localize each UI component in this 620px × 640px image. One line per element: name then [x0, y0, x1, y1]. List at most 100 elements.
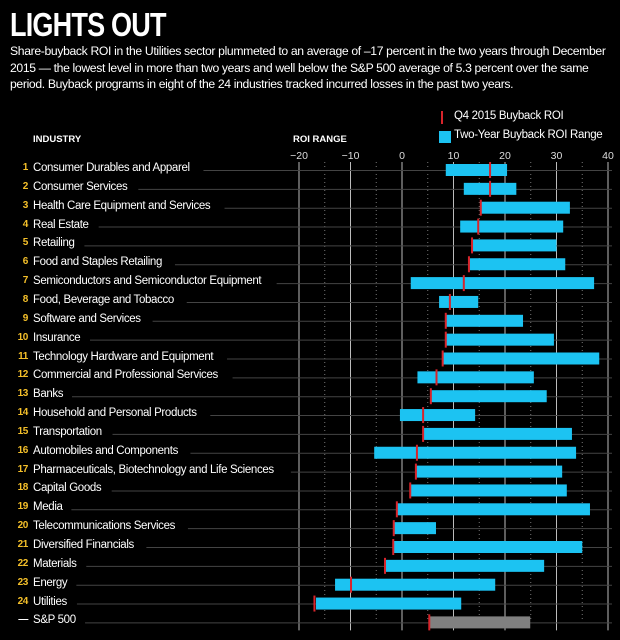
industry-name: Consumer Services: [33, 180, 128, 193]
range-bar: [315, 597, 462, 610]
roi-range-column-header: ROI RANGE: [293, 134, 347, 145]
rank-number: 22: [17, 557, 29, 569]
legend-roi-marker-icon: [441, 111, 443, 124]
industry-name: S&P 500: [33, 614, 76, 627]
industry-name: Health Care Equipment and Services: [33, 199, 211, 212]
range-bar: [396, 503, 590, 516]
range-bar: [374, 446, 577, 459]
rank-number: 6: [22, 256, 29, 268]
range-bar: [429, 616, 531, 629]
x-tick-label: 30: [550, 150, 563, 162]
industry-name: Retailing: [33, 237, 75, 250]
roi-marker: [444, 312, 447, 329]
rank-number: 21: [17, 539, 29, 550]
industry-name: Pharmaceuticals, Biotechnology and Life …: [33, 463, 274, 476]
rank-number: 11: [18, 350, 28, 362]
range-bar: [460, 220, 564, 233]
industry-name: Semiconductors and Semiconductor Equipme…: [33, 275, 262, 288]
roi-marker: [415, 444, 418, 461]
rank-number: 10: [17, 331, 29, 343]
rank-number: 12: [17, 369, 29, 381]
range-bar: [439, 295, 479, 308]
rank-number: 4: [22, 218, 29, 230]
roi-marker: [429, 388, 432, 405]
roi-marker: [395, 501, 398, 518]
range-bar: [393, 522, 436, 535]
chart-subtitle: Share-buyback ROI in the Utilities secto…: [10, 44, 606, 91]
roi-marker: [350, 576, 353, 593]
rank-number: 9: [22, 312, 29, 324]
roi-marker: [489, 180, 492, 197]
rank-number: 17: [17, 463, 29, 475]
range-bar: [445, 314, 524, 327]
range-bar: [430, 390, 547, 403]
roi-marker: [392, 520, 395, 537]
roi-marker: [479, 199, 482, 216]
roi-marker: [409, 482, 412, 499]
rank-number: 3: [22, 199, 29, 211]
industry-name: Banks: [33, 388, 64, 401]
rank-number: 1: [22, 162, 29, 173]
roi-marker: [435, 369, 438, 386]
rank-number: 13: [17, 388, 29, 400]
range-bar: [410, 277, 595, 290]
legend-range-swatch-icon: [439, 131, 451, 143]
industry-name: Diversified Financials: [33, 539, 134, 551]
legend-range-label: Two-Year Buyback ROI Range: [454, 129, 603, 141]
industry-name: Real Estate: [33, 218, 89, 231]
rank-number: 15: [17, 425, 29, 437]
chart-title: LIGHTS OUT: [10, 6, 166, 43]
roi-marker: [462, 275, 465, 292]
range-bar: [445, 333, 554, 346]
industry-name: Capital Goods: [33, 482, 102, 495]
roi-marker: [392, 539, 395, 555]
roi-marker: [477, 218, 480, 235]
industry-name: Food, Beverage and Tobacco: [33, 293, 174, 306]
industry-name: Insurance: [33, 331, 81, 344]
roi-marker: [313, 595, 316, 612]
x-tick-label: −20: [290, 150, 308, 162]
industry-name: Software and Services: [33, 312, 141, 325]
industry-name: Automobiles and Components: [33, 444, 178, 457]
rank-number: 18: [17, 482, 29, 494]
industry-name: Food and Staples Retailing: [33, 256, 162, 269]
range-bar: [445, 164, 508, 176]
roi-marker: [422, 407, 425, 424]
range-bar: [393, 541, 583, 553]
roi-marker: [384, 557, 387, 574]
industry-name: Commercial and Professional Services: [33, 369, 218, 382]
industry-name: Transportation: [33, 425, 102, 438]
rank-number: —: [18, 614, 28, 626]
rank-number: 19: [17, 501, 29, 513]
range-bar: [468, 258, 566, 271]
x-tick-label: 0: [399, 150, 405, 162]
rank-number: 2: [22, 180, 29, 192]
industry-name: Technology Hardware and Equipment: [33, 350, 214, 363]
range-bar: [410, 484, 567, 497]
range-bar: [442, 352, 600, 365]
roi-marker: [422, 425, 425, 442]
rank-number: 20: [17, 520, 29, 532]
x-tick-label: −10: [341, 150, 360, 162]
range-bar: [480, 201, 570, 214]
industry-name: Consumer Durables and Apparel: [33, 162, 190, 174]
range-bar: [423, 427, 572, 440]
range-bar: [385, 559, 545, 572]
rank-number: 23: [17, 576, 29, 588]
industry-column-header: INDUSTRY: [33, 134, 82, 145]
rank-number: 24: [17, 595, 29, 607]
x-tick-label: 10: [447, 150, 460, 162]
rank-number: 14: [17, 407, 29, 419]
roi-marker: [448, 293, 451, 310]
roi-marker: [428, 614, 431, 631]
rank-number: 7: [22, 275, 29, 287]
range-bar: [472, 239, 557, 252]
industry-name: Telecommunications Services: [33, 520, 176, 533]
roi-marker: [471, 237, 474, 254]
rank-number: 16: [17, 444, 29, 456]
range-bar: [335, 578, 496, 591]
x-tick-label: 20: [499, 150, 511, 162]
range-bar: [415, 465, 563, 478]
industry-name: Utilities: [33, 595, 67, 608]
range-bar: [417, 371, 534, 384]
